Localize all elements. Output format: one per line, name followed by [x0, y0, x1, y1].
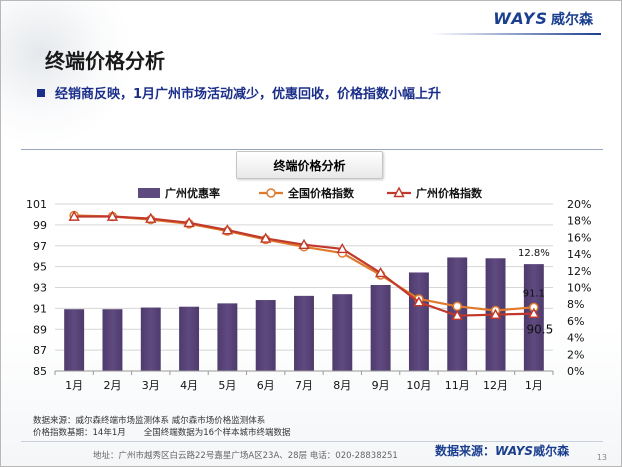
point-guangzhou-index — [145, 212, 157, 223]
point-guangzhou-index — [336, 242, 348, 254]
y-left-tick-label: 87 — [33, 344, 47, 357]
point-guangzhou-index — [106, 210, 119, 221]
point-guangzhou-index — [68, 210, 80, 221]
y-right-tick-label: 12% — [567, 265, 591, 278]
x-tick-label: 6月 — [257, 379, 275, 392]
logo-latin: WAYS — [493, 9, 548, 28]
chart-title: 终端价格分析 — [236, 151, 383, 179]
x-tick-label: 12月 — [483, 379, 508, 392]
footer-source-brand: WAYS — [495, 444, 534, 458]
y-left-tick-label: 91 — [33, 302, 47, 315]
brand-logo: WAYS 威尔森 — [493, 9, 593, 29]
x-tick-label: 2月 — [103, 379, 121, 392]
data-label-national-last: 91.1 — [523, 288, 545, 299]
y-right-tick-label: 18% — [567, 215, 591, 228]
legend-layer: 广州优惠率 全国价格指数 广州价格指数 — [138, 186, 483, 200]
line-layer — [68, 210, 540, 320]
point-guangzhou-index — [221, 224, 234, 235]
y-right-tick-label: 6% — [567, 315, 584, 328]
legend-label-guangzhou: 广州价格指数 — [416, 186, 483, 200]
x-tick-label: 5月 — [218, 379, 236, 392]
point-guangzhou-index — [451, 309, 463, 320]
y-left-tick-label: 101 — [26, 198, 47, 211]
footer-source: 数据来源：WAYS威尔森 — [435, 442, 569, 459]
note-base-period-a: 价格指数基期：14年1月 — [33, 428, 126, 438]
y-right-tick-label: 16% — [567, 231, 591, 244]
footer-address: 地址：广州市越秀区白云路22号嘉星广场A区23A、28层 电话：020-2883… — [93, 451, 398, 461]
corner-decoration — [1, 1, 131, 151]
x-tick-label: 9月 — [372, 379, 390, 392]
note-data-source: 数据来源：威尔森终端市场监测体系 威尔森市场价格监测体系 — [33, 416, 266, 426]
point-guangzhou-index — [489, 308, 502, 319]
point-guangzhou-index — [528, 307, 540, 318]
x-tick-label: 10月 — [406, 379, 431, 392]
bar-guangzhou-discount — [332, 294, 353, 371]
bar-guangzhou-discount — [255, 300, 276, 371]
footer-source-label: 数据来源： — [435, 444, 496, 458]
x-tick-label: 4月 — [180, 379, 198, 392]
bullet-square-icon — [37, 88, 45, 97]
y-right-tick-label: 0% — [567, 365, 584, 378]
page-number: 13 — [596, 453, 607, 462]
bar-guangzhou-discount — [102, 309, 123, 371]
bar-guangzhou-discount — [408, 272, 429, 371]
point-guangzhou-index — [374, 266, 387, 278]
logo-cn: 威尔森 — [551, 12, 593, 28]
y-right-tick-label: 20% — [567, 198, 591, 211]
legend-label-national: 全国价格指数 — [287, 186, 355, 200]
x-tick-label: 3月 — [142, 379, 160, 392]
bar-guangzhou-discount — [217, 303, 238, 371]
logo-underline — [431, 33, 601, 35]
label-layer: 12.8% 91.1 90.5 — [518, 248, 553, 336]
y-right-tick-label: 4% — [567, 332, 584, 345]
data-label-bar-last: 12.8% — [518, 248, 550, 259]
y-left-tick-label: 89 — [33, 323, 47, 336]
point-guangzhou-index — [260, 232, 272, 243]
bullet-row: 经销商反映，1月广州市场活动减少，优惠回收，价格指数小幅上升 — [37, 83, 441, 102]
x-tick-label: 11月 — [445, 379, 470, 392]
legend-label-bar: 广州优惠率 — [165, 186, 220, 200]
point-guangzhou-index — [413, 296, 425, 307]
x-tick-label: 1月 — [525, 379, 543, 392]
x-tick-label: 1月 — [65, 379, 83, 392]
y-left-tick-label: 95 — [33, 261, 47, 274]
note-base-period: 价格指数基期：14年1月 全国终端数据为16个样本城市终端数据 — [33, 426, 291, 438]
axis-layer: 85 87 89 91 93 95 97 99 101 0% 2% 4% 6% 8% 10% 12% 14% 16… — [26, 198, 591, 392]
y-right-tick-label: 14% — [567, 248, 591, 261]
data-label-guangzhou-last: 90.5 — [526, 323, 553, 337]
chart-separator — [21, 149, 603, 150]
bar-guangzhou-discount — [179, 306, 200, 371]
y-right-tick-label: 2% — [567, 348, 584, 361]
point-guangzhou-index — [183, 216, 195, 228]
legend-marker-national — [266, 188, 276, 198]
y-left-tick-label: 97 — [33, 240, 47, 253]
bar-guangzhou-discount — [140, 307, 161, 371]
price-chart: 85 87 89 91 93 95 97 99 101 0% 2% 4% 6% 8% 10% 12% 14% 16… — [26, 186, 591, 392]
footer-source-cn: 威尔森 — [533, 444, 570, 458]
legend-swatch-bar — [138, 188, 160, 198]
point-national-index — [452, 301, 462, 312]
legend-marker-guangzhou — [393, 186, 405, 198]
y-left-tick-label: 85 — [33, 365, 47, 378]
bullet-text: 经销商反映，1月广州市场活动减少，优惠回收，价格指数小幅上升 — [55, 87, 442, 102]
note-base-period-b: 全国终端数据为16个样本城市终端数据 — [143, 428, 291, 438]
bar-guangzhou-discount — [294, 295, 314, 371]
x-tick-label: 7月 — [295, 379, 313, 392]
x-tick-label: 8月 — [333, 379, 351, 392]
y-right-tick-label: 8% — [567, 298, 584, 311]
y-right-tick-label: 10% — [567, 282, 591, 295]
y-left-tick-label: 93 — [33, 282, 47, 295]
bar-guangzhou-discount — [64, 309, 85, 371]
bar-guangzhou-discount — [370, 284, 391, 371]
page-title: 终端价格分析 — [45, 49, 165, 73]
footer-separator — [21, 441, 603, 442]
point-guangzhou-index — [298, 238, 310, 250]
y-left-tick-label: 99 — [33, 219, 47, 232]
